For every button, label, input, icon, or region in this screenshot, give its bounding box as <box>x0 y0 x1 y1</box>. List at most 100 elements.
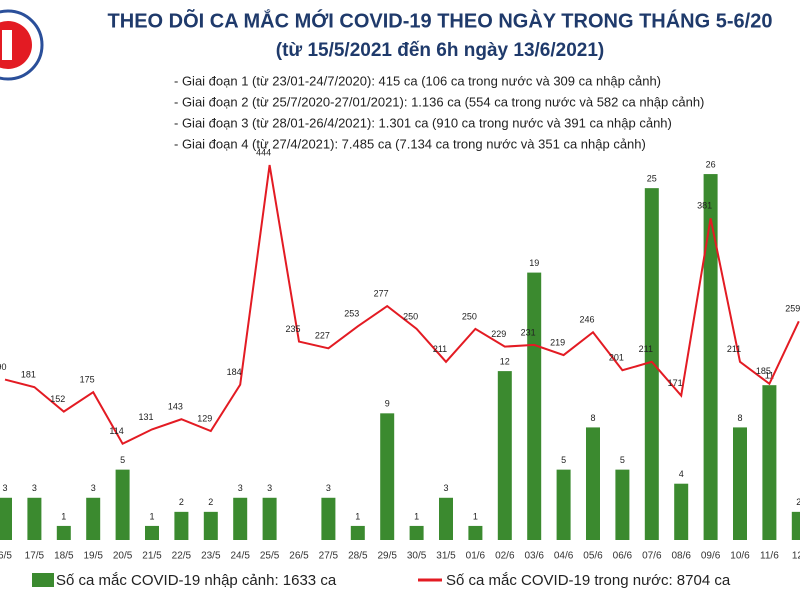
x-tick-label: 23/5 <box>201 551 221 562</box>
bar <box>586 427 600 540</box>
bar <box>233 497 248 540</box>
line <box>4 164 800 446</box>
bar <box>703 174 718 540</box>
line-label: 231 <box>521 327 536 337</box>
bar <box>56 525 71 540</box>
line-label: 381 <box>697 201 712 211</box>
x-tick-label: 10/6 <box>730 551 750 562</box>
bar-label: 25 <box>647 174 657 184</box>
line-label: 250 <box>462 311 477 321</box>
bar-label: 2 <box>208 497 213 507</box>
line-label: 185 <box>756 366 771 376</box>
line-label: 229 <box>491 329 506 339</box>
bar-label: 2 <box>179 497 184 507</box>
bar <box>615 469 630 540</box>
line-label: 201 <box>609 353 624 363</box>
line-label: 190 <box>0 362 7 372</box>
legend: Số ca mắc COVID-19 nhập cảnh: 1633 ca Số… <box>32 572 731 589</box>
bar-label: 1 <box>61 511 66 521</box>
bar-label: 12 <box>500 356 510 366</box>
x-tick-label: 20/5 <box>113 551 133 562</box>
line-label: 219 <box>550 337 565 347</box>
x-tick-label: 02/6 <box>495 551 515 562</box>
line-label: 246 <box>579 315 594 325</box>
line-label: 152 <box>50 394 65 404</box>
x-tick-label: 18/5 <box>54 551 74 562</box>
line-label: 184 <box>227 367 242 377</box>
bar <box>321 497 336 540</box>
bar-label: 3 <box>326 483 331 493</box>
x-tick-label: 12/ <box>792 551 800 562</box>
x-tick-label: 28/5 <box>348 551 368 562</box>
bar <box>0 497 12 540</box>
bar <box>174 511 189 540</box>
x-tick-label: 01/6 <box>466 551 486 562</box>
bar <box>556 469 571 540</box>
x-tick-label: 05/6 <box>583 551 603 562</box>
x-tick-label: 6/5 <box>0 551 12 562</box>
bar <box>409 525 424 540</box>
x-tick-label: 07/6 <box>642 551 662 562</box>
x-tick-label: 06/6 <box>613 551 633 562</box>
x-tick-label: 17/5 <box>25 551 45 562</box>
bar-label: 5 <box>561 455 566 465</box>
x-tick-label: 09/6 <box>701 551 721 562</box>
line-label: 211 <box>639 344 653 354</box>
line-label: 114 <box>109 426 123 436</box>
chart-title: THEO DÕI CA MẮC MỚI COVID-19 THEO NGÀY T… <box>108 8 773 32</box>
bar-label: 19 <box>529 258 539 268</box>
x-tick-label: 08/6 <box>671 551 691 562</box>
line-label: 250 <box>403 311 418 321</box>
bar <box>468 525 483 540</box>
bar <box>733 427 747 540</box>
bar-label: 8 <box>737 413 742 423</box>
line-label: 211 <box>727 344 741 354</box>
line-label: 444 <box>256 147 271 157</box>
bar-label: 2 <box>796 497 800 507</box>
bar <box>527 272 542 540</box>
line-label: 181 <box>21 370 36 380</box>
x-tick-label: 21/5 <box>142 551 162 562</box>
x-tick-label: 03/6 <box>524 551 544 562</box>
line-label: 171 <box>668 378 683 388</box>
bar-label: 26 <box>706 159 716 169</box>
x-tick-label: 11/6 <box>760 551 779 562</box>
x-tick-label: 25/5 <box>260 551 280 562</box>
bar-label: 3 <box>267 483 272 493</box>
line-label: 227 <box>315 331 330 341</box>
bar <box>115 469 130 540</box>
line-label: 253 <box>344 309 359 319</box>
chart-subtitle: (từ 15/5/2021 đến 6h ngày 13/6/2021) <box>276 40 604 61</box>
legend-swatch <box>32 573 54 587</box>
x-tick-label: 26/5 <box>289 551 309 562</box>
x-tick-label: 22/5 <box>172 551 192 562</box>
bar <box>380 413 395 540</box>
bar-label: 3 <box>443 483 448 493</box>
legend-label: Số ca mắc COVID-19 trong nước: 8704 ca <box>446 572 731 589</box>
bar-label: 3 <box>91 483 96 493</box>
line-label: 131 <box>138 412 153 422</box>
bar <box>791 511 800 540</box>
bar-label: 8 <box>590 413 595 423</box>
bar <box>762 385 777 540</box>
line-label: 259 <box>785 304 800 314</box>
logo <box>0 9 44 81</box>
bar-label: 4 <box>679 469 684 479</box>
bar-label: 1 <box>149 511 154 521</box>
line-label: 211 <box>433 344 447 354</box>
x-tick-label: 30/5 <box>407 551 427 562</box>
bar-label: 5 <box>620 455 625 465</box>
note: - Giai đoạn 2 (từ 25/7/2020-27/01/2021):… <box>174 94 704 109</box>
bar <box>27 497 42 540</box>
x-tick-label: 29/5 <box>377 551 397 562</box>
bar-label: 1 <box>414 511 419 521</box>
bar-label: 3 <box>32 483 37 493</box>
bar-label: 5 <box>120 455 125 465</box>
line-label: 143 <box>168 402 183 412</box>
bar-label: 3 <box>238 483 243 493</box>
note: - Giai đoạn 1 (từ 23/01-24/7/2020): 415 … <box>174 73 661 88</box>
bar <box>145 525 159 540</box>
line-label: 277 <box>374 288 389 298</box>
bar-label: 9 <box>385 399 390 409</box>
